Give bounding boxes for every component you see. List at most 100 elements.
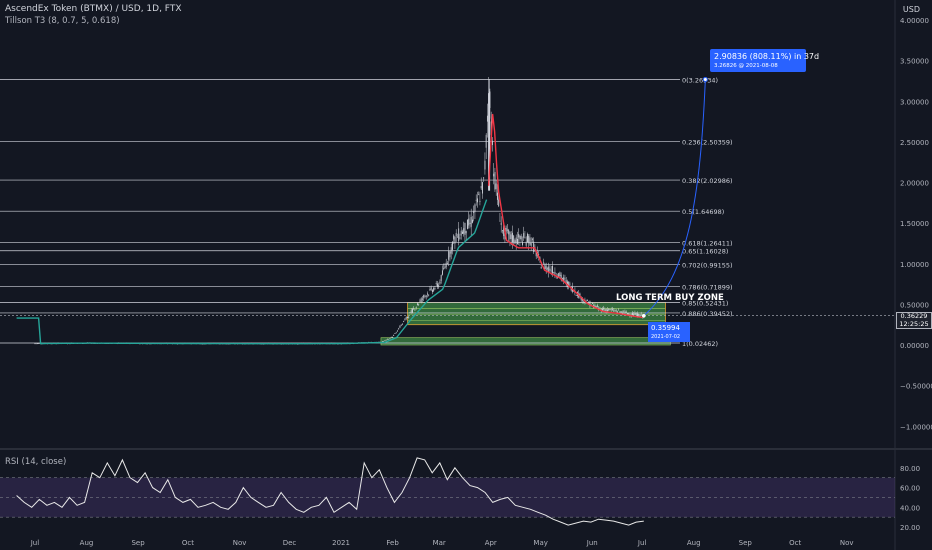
candle-body (444, 266, 446, 269)
candle-body (529, 237, 531, 245)
candle-body (474, 204, 476, 212)
price-tick-label: 1.50000 (900, 220, 929, 228)
rsi-tick-label: 20.00 (900, 524, 920, 532)
rsi-line (16, 457, 644, 526)
price-tick-label: −1.00000 (900, 423, 932, 431)
candle-body (398, 328, 400, 330)
candle-body (623, 310, 625, 312)
candle-body (409, 312, 411, 314)
candle-body (543, 262, 545, 264)
candle-body (605, 308, 607, 312)
candle-body (521, 241, 523, 245)
candle-body (451, 241, 453, 250)
fib-label: 0.702(0.99155) (682, 261, 733, 269)
candle-body (494, 171, 496, 190)
candle-body (424, 295, 426, 297)
candle-body (34, 343, 36, 345)
candle-body (634, 312, 636, 315)
candle-body (429, 288, 431, 291)
price-tick-label: −0.50000 (900, 383, 932, 391)
candle-body (385, 339, 387, 341)
candle-body (594, 305, 596, 307)
chart-title: AscendEx Token (BTMX) / USD, 1D, FTX (5, 4, 182, 14)
candle-body (408, 316, 410, 318)
candle-body (483, 177, 485, 179)
candle-body (460, 230, 462, 236)
price-tick-label: 3.50000 (900, 58, 929, 66)
fib-label: 0.618(1.26411) (682, 239, 733, 247)
candle-body (491, 140, 493, 145)
time-tick-label: Sep (131, 539, 145, 547)
time-tick-label: Apr (485, 539, 497, 547)
candle-body (559, 272, 561, 277)
buy-zone-rect (407, 301, 666, 326)
candle-body (531, 238, 533, 240)
candle-body (606, 309, 608, 311)
candle-body (589, 301, 591, 307)
candle-body (545, 266, 547, 271)
candle-body (519, 235, 521, 240)
candle-body (461, 231, 463, 234)
candle-body (586, 299, 588, 301)
candle-body (495, 183, 497, 190)
candle-body (428, 294, 430, 296)
candle-body (624, 311, 626, 313)
time-tick-label: 2021 (332, 539, 350, 547)
candle-body (431, 290, 433, 293)
candle-body (608, 308, 610, 311)
candle-body (38, 343, 40, 345)
candle-body (558, 273, 560, 277)
point-price: 0.35994 (651, 324, 680, 332)
candle-body (514, 240, 516, 244)
candle-body (35, 343, 37, 345)
candle-body (463, 228, 465, 234)
candle-body (631, 312, 633, 316)
candle-body (419, 300, 421, 302)
candle-body (501, 230, 503, 232)
candle-body (36, 343, 38, 345)
candle-body (538, 254, 540, 256)
price-tick-label: 0.00000 (900, 342, 929, 350)
candle-body (600, 308, 602, 311)
time-tick-label: Feb (386, 539, 399, 547)
candle-body (620, 311, 622, 313)
candle-body (425, 295, 427, 298)
candle-body (580, 297, 582, 301)
candle-body (473, 211, 475, 214)
candle-body (388, 338, 390, 340)
projection (642, 76, 708, 318)
projection-curve (643, 79, 706, 317)
candle-body (560, 274, 562, 279)
base-zone-rect (380, 337, 671, 346)
fib-label: 0.85(0.52431) (682, 299, 728, 307)
rsi-tick-label: 60.00 (900, 485, 920, 493)
candle-body (548, 266, 550, 273)
candle-body (446, 262, 448, 264)
candle-body (613, 310, 615, 312)
candle-body (569, 283, 571, 285)
price-tick-label: 3.00000 (900, 98, 929, 106)
candle-body (544, 264, 546, 269)
candle-body (396, 330, 398, 332)
candle-body (414, 309, 416, 311)
price-tick-label: 2.50000 (900, 139, 929, 147)
candle-body (523, 233, 525, 238)
projection-target: 3.26826 @ 2021-08-08 (714, 63, 778, 69)
time-tick-label: Aug (687, 539, 701, 547)
candle-body (478, 194, 480, 196)
candle-body (381, 341, 383, 342)
candle-body (640, 313, 642, 315)
candle-body (420, 298, 422, 302)
candle-body (575, 295, 577, 296)
candle-body (493, 173, 495, 177)
candle-body (596, 305, 598, 307)
candle-body (436, 283, 438, 287)
candle-body (499, 220, 501, 222)
candle-body (401, 323, 403, 325)
candle-body (389, 338, 391, 340)
projection-tooltip: 2.90836 (808.11%) in 37d 3.26826 @ 2021-… (710, 49, 819, 72)
candle-body (565, 280, 567, 284)
time-tick-label: Sep (739, 539, 753, 547)
